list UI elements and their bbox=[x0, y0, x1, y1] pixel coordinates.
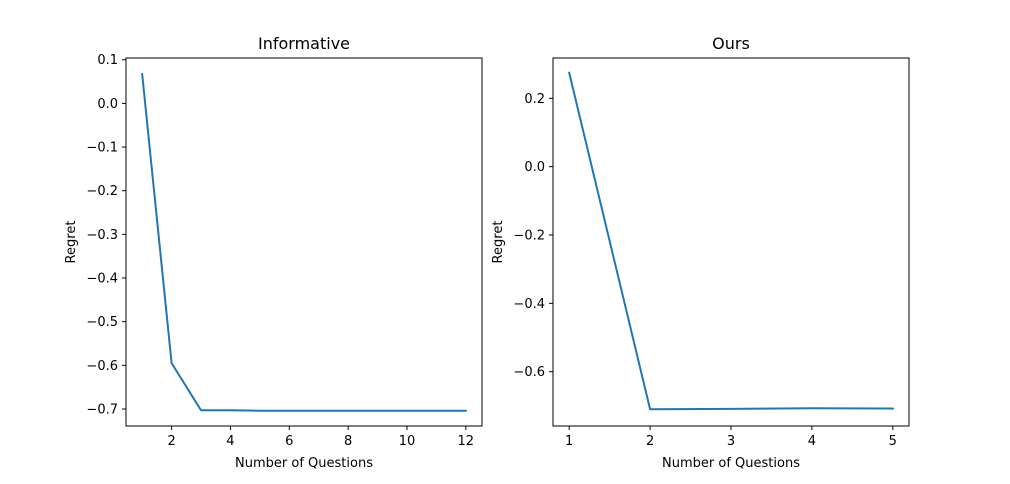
y-tick-label: −0.1 bbox=[86, 141, 118, 156]
x-tick-label: 4 bbox=[226, 434, 234, 449]
y-tick-label: 0.2 bbox=[524, 92, 545, 107]
x-tick-label: 2 bbox=[167, 434, 175, 449]
y-tick-label: −0.2 bbox=[86, 184, 118, 199]
y-tick-label: 0.0 bbox=[524, 160, 545, 175]
x-tick-label: 8 bbox=[344, 434, 352, 449]
panel-informative: 2 4 6 8 10 12 0.1 0.0 −0.1 −0.2 −0.3 −0.4 −0.5 −0.6 −0… bbox=[64, 34, 483, 471]
plot-frame bbox=[125, 57, 483, 427]
y-tick-label: 0.1 bbox=[97, 53, 118, 68]
x-tick-label: 5 bbox=[889, 434, 897, 449]
x-axis-label: Number of Questions bbox=[235, 456, 373, 471]
x-tick-label: 2 bbox=[646, 434, 654, 449]
x-tick-label: 4 bbox=[808, 434, 816, 449]
x-tick-label: 12 bbox=[458, 434, 475, 449]
x-axis-label: Number of Questions bbox=[662, 456, 800, 471]
panel-title: Ours bbox=[712, 34, 750, 53]
y-tick-label: −0.4 bbox=[86, 272, 118, 287]
panel-title: Informative bbox=[258, 34, 350, 53]
y-tick-label: −0.5 bbox=[86, 315, 118, 330]
y-tick-label: −0.3 bbox=[86, 228, 118, 243]
y-tick-label: −0.4 bbox=[513, 297, 545, 312]
y-tick-label: −0.6 bbox=[86, 359, 118, 374]
series-line-0 bbox=[567, 71, 894, 411]
y-axis-label: Regret bbox=[64, 221, 79, 264]
series-line-0 bbox=[141, 73, 467, 412]
x-tick-label: 6 bbox=[285, 434, 293, 449]
x-tick-label: 1 bbox=[565, 434, 573, 449]
plot-frame bbox=[552, 57, 910, 427]
y-tick-label: −0.2 bbox=[513, 228, 545, 243]
y-tick-label: −0.7 bbox=[86, 402, 118, 417]
panel-ours: 1 2 3 4 5 0.2 0.0 −0.2 −0.4 −0.6 Ours Number of Que… bbox=[491, 34, 910, 471]
x-tick-label: 3 bbox=[727, 434, 735, 449]
y-tick-label: −0.6 bbox=[513, 365, 545, 380]
x-tick-label: 10 bbox=[399, 434, 416, 449]
y-tick-label: 0.0 bbox=[97, 97, 118, 112]
y-axis-label: Regret bbox=[491, 221, 506, 264]
